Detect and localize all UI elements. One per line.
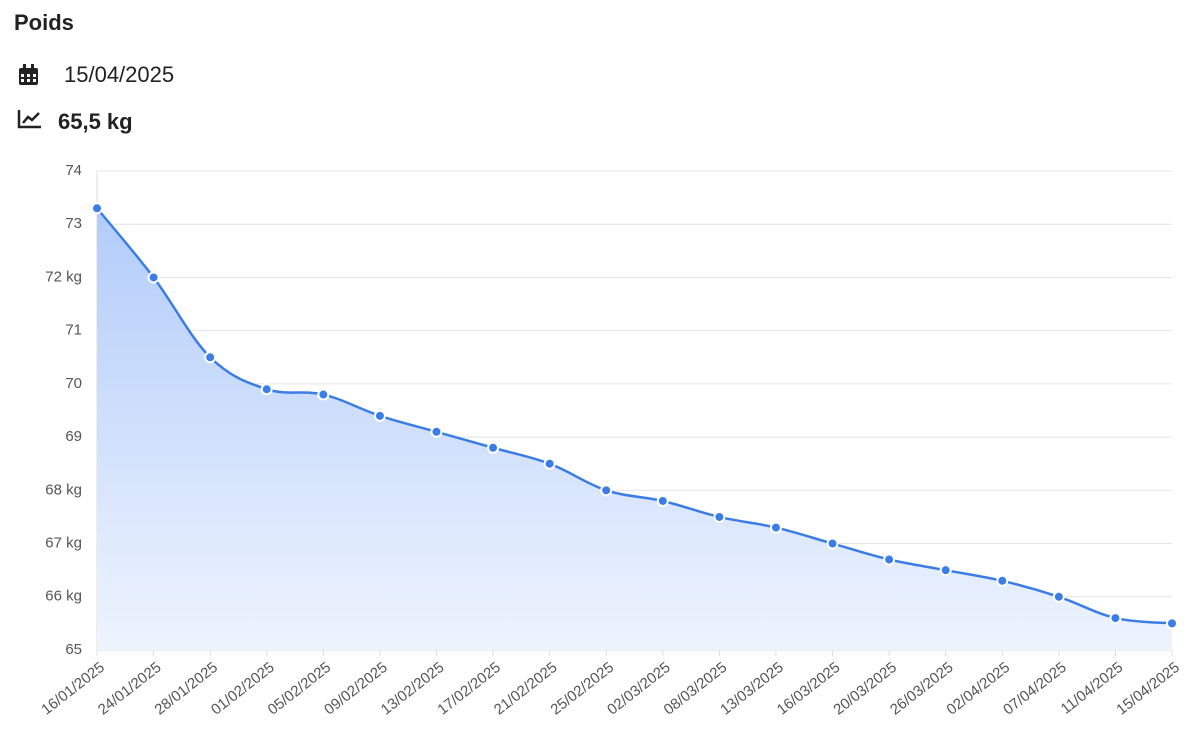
point — [713, 510, 726, 523]
y-tick-label: 71 — [65, 322, 82, 339]
point — [317, 388, 330, 401]
line — [96, 207, 1173, 625]
point — [656, 494, 669, 507]
point — [1052, 590, 1065, 603]
point — [487, 441, 500, 454]
y-tick-label: 74 — [65, 162, 82, 179]
point — [826, 537, 839, 550]
y-tick-label: 72 kg — [45, 268, 82, 285]
y-tick-label: 66 kg — [45, 588, 82, 605]
chart-icon — [17, 110, 41, 129]
area — [97, 208, 1172, 650]
point — [147, 271, 160, 284]
point — [769, 521, 782, 534]
point — [996, 574, 1009, 587]
point — [430, 425, 443, 438]
y-tick-label: 68 kg — [45, 481, 82, 498]
date: 15/04/2025 — [64, 62, 175, 87]
x-tick-label: 15/04/2025 — [1113, 659, 1183, 719]
point — [204, 351, 217, 364]
point — [373, 409, 386, 422]
point — [1109, 612, 1122, 625]
y-tick-label: 73 — [65, 215, 82, 232]
point — [543, 457, 556, 470]
point — [260, 383, 273, 396]
calendar-icon — [19, 64, 38, 85]
current-value: 65,5 kg — [58, 109, 133, 134]
x-tick-label: 07/04/2025 — [1000, 659, 1070, 719]
point — [1166, 617, 1178, 630]
y-tick-label: 70 — [65, 375, 82, 392]
y-tick-label: 67 kg — [45, 535, 82, 552]
point — [91, 202, 103, 215]
y-tick-label: 69 — [65, 428, 82, 445]
title: Poids — [14, 10, 74, 35]
point — [939, 564, 952, 577]
point — [600, 484, 613, 497]
point — [883, 553, 896, 566]
y-tick-label: 65 — [65, 641, 82, 658]
